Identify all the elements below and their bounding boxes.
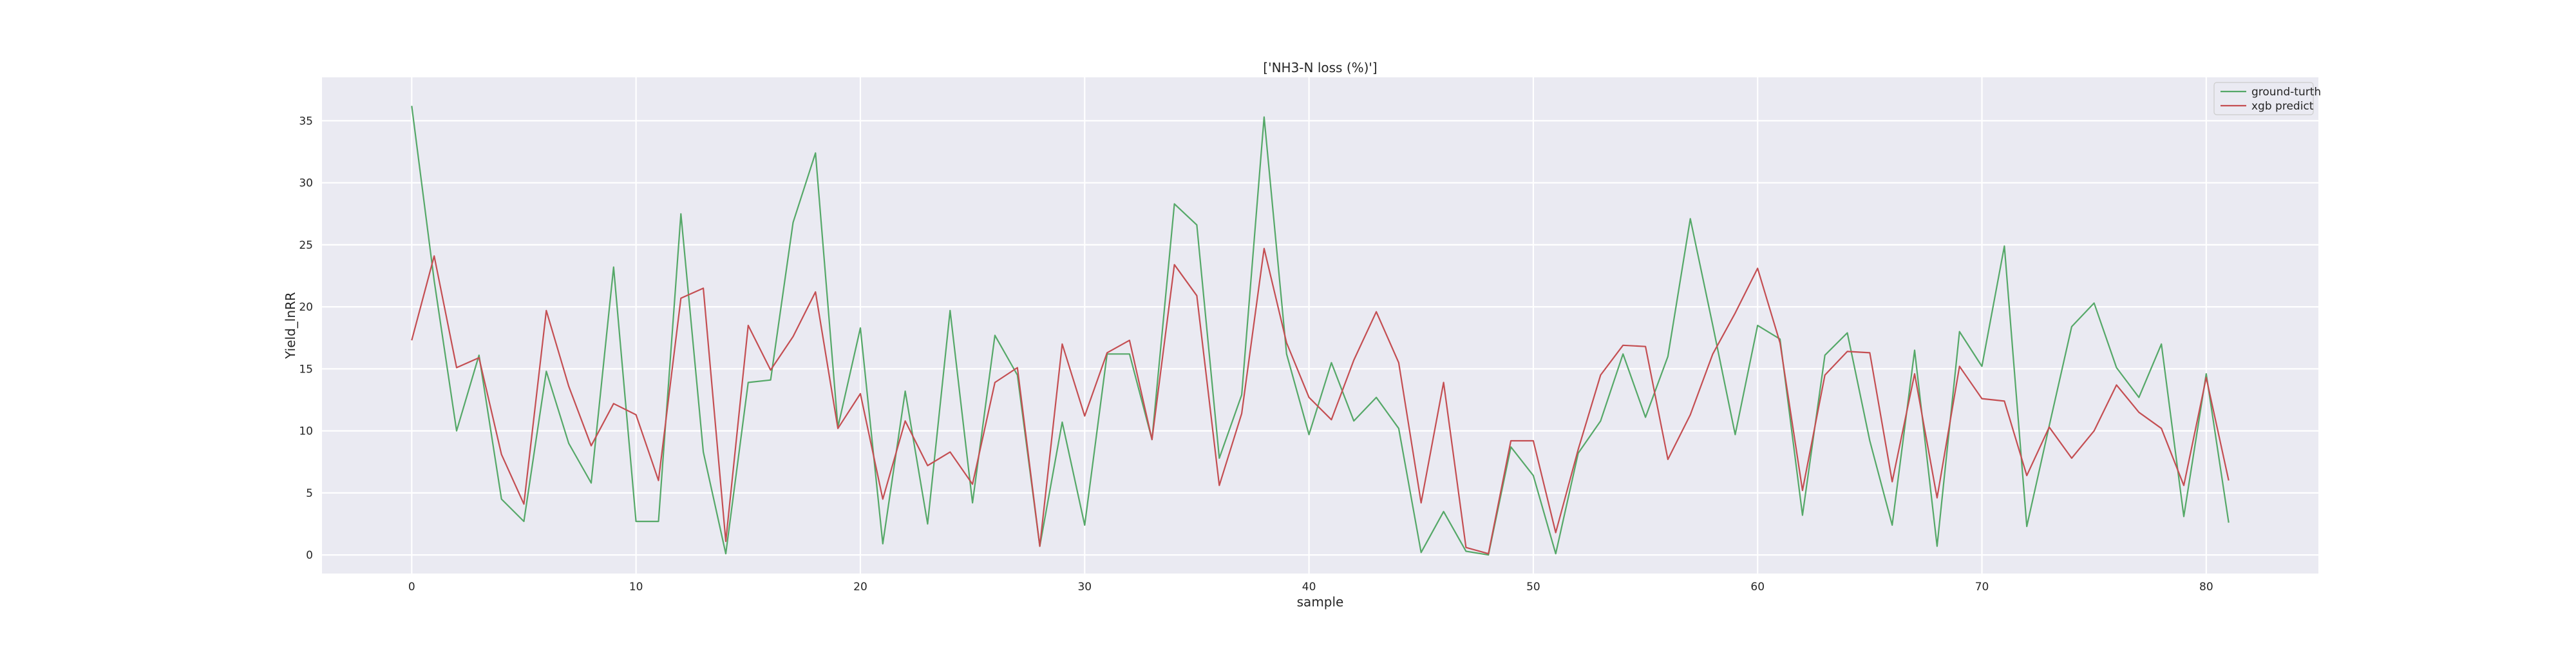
y-tick-label: 15 [299,363,313,376]
y-tick-label: 5 [306,487,313,500]
y-grid [322,120,2318,556]
plot-area [322,77,2318,574]
x-tick-label: 80 [2199,581,2213,594]
y-tick-labels: 0 5 10 15 20 25 30 35 [299,115,313,562]
x-tick-label: 10 [629,581,643,594]
x-tick-labels: 0 10 20 30 40 50 60 70 80 [408,581,2213,594]
x-tick-label: 40 [1302,581,1316,594]
x-tick-label: 50 [1526,581,1540,594]
x-tick-label: 30 [1077,581,1092,594]
x-grid [411,77,2207,574]
y-tick-label: 20 [299,301,313,314]
series-line-ground-turth [411,106,2230,556]
x-tick-label: 20 [853,581,867,594]
series-layer [411,106,2230,556]
x-tick-label: 0 [408,581,415,594]
legend: ground-turth xgb predict [2213,82,2321,115]
series-line-xgb-predict [411,247,2230,555]
y-axis-label: Yield_lnRR [283,292,298,360]
x-tick-label: 60 [1750,581,1765,594]
legend-label-xgb-predict: xgb predict [2251,100,2314,113]
legend-label-ground-turth: ground-turth [2251,86,2321,99]
y-tick-label: 10 [299,425,313,438]
x-axis-label: sample [1297,594,1344,610]
chart-title: ['NH3-N loss (%)'] [1263,60,1377,75]
legend-box [2213,82,2314,115]
y-tick-label: 0 [306,549,313,562]
y-tick-label: 35 [299,115,313,128]
y-tick-label: 30 [299,177,313,190]
y-tick-label: 25 [299,239,313,252]
x-tick-label: 70 [1975,581,1989,594]
